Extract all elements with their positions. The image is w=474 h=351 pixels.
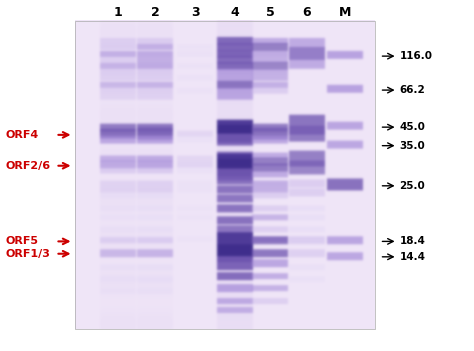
- Text: 3: 3: [191, 6, 200, 19]
- Text: 1: 1: [114, 6, 123, 19]
- Text: ORF5: ORF5: [6, 236, 39, 246]
- Bar: [75, 21, 374, 329]
- Text: ORF4: ORF4: [6, 130, 39, 140]
- Text: 14.4: 14.4: [400, 252, 426, 262]
- Text: ORF2/6: ORF2/6: [6, 161, 51, 171]
- Text: ORF1/3: ORF1/3: [6, 249, 51, 259]
- Text: 2: 2: [151, 6, 160, 19]
- Text: 35.0: 35.0: [400, 141, 425, 151]
- Text: 45.0: 45.0: [400, 122, 425, 132]
- Text: 5: 5: [265, 6, 274, 19]
- Text: M: M: [338, 6, 351, 19]
- Text: 116.0: 116.0: [400, 51, 432, 61]
- Text: 6: 6: [302, 6, 311, 19]
- Text: 25.0: 25.0: [400, 181, 425, 191]
- Text: 18.4: 18.4: [400, 236, 425, 246]
- Text: 4: 4: [231, 6, 239, 19]
- Text: 66.2: 66.2: [400, 85, 425, 95]
